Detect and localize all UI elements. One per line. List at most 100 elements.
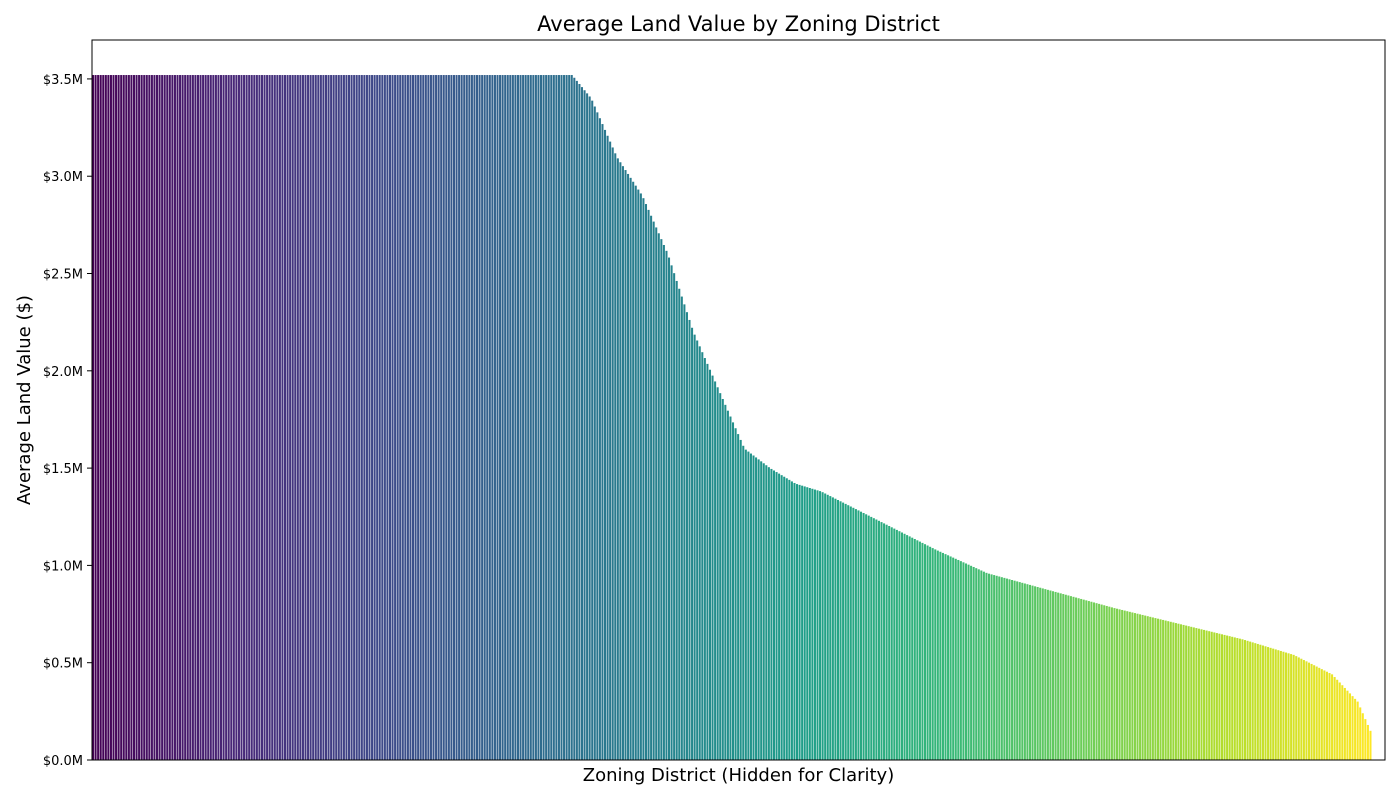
bar [724,404,727,760]
bar [1052,591,1055,760]
bar [557,75,560,760]
bar [732,422,735,760]
bar [829,496,832,760]
bar [586,93,589,761]
bar [240,75,243,760]
bar [381,75,384,760]
bar [355,75,358,760]
bar [491,75,494,760]
bar [721,398,724,760]
bar [616,158,619,761]
bar [767,467,770,760]
bar [796,484,799,760]
bar [156,75,159,760]
bar [964,563,968,760]
bar [117,75,120,760]
bar [360,75,363,760]
bar [127,75,130,760]
bar [348,75,351,760]
bar [1172,622,1175,760]
bar [176,75,179,760]
bar [432,75,435,760]
bar [916,540,919,760]
bar [1190,626,1193,760]
bar [821,492,824,760]
bar [847,505,850,760]
bar [317,75,320,760]
bar [639,193,642,760]
bar [455,75,458,760]
bar [980,570,983,760]
bar [1320,669,1323,760]
bar [867,515,870,760]
bar [698,346,701,760]
bar [138,75,141,760]
bar [895,529,898,760]
bar [1021,582,1024,760]
bar [693,334,696,760]
bar [1075,597,1078,760]
bar [506,75,509,760]
bar [665,250,668,760]
bar [870,516,873,760]
bar [621,166,624,760]
bar [1164,620,1167,760]
bar [386,75,389,760]
bar [1013,580,1016,760]
bar [583,90,586,761]
bar [422,75,425,760]
bar [816,490,819,760]
bar [1062,594,1065,760]
bar [1254,643,1257,760]
bar [849,506,852,760]
bar [1092,602,1096,760]
bar [560,75,563,760]
bar [94,75,97,760]
bar [1167,621,1170,760]
chart-title: Average Land Value by Zoning District [537,12,940,36]
bar [322,75,325,760]
bar [1277,650,1280,760]
bar [957,559,960,760]
bar [353,75,356,760]
bar [291,75,294,760]
bar [1228,636,1231,760]
bar [309,75,312,760]
bar [1261,645,1264,760]
bar [1005,578,1008,760]
bar [632,181,635,760]
bar [92,75,95,760]
bar [340,75,343,760]
bar [657,233,660,761]
bar [225,75,228,760]
bar [150,75,153,760]
bar [1369,730,1372,760]
bar [476,75,479,760]
bar [762,463,765,760]
bar [181,75,184,760]
bar [936,550,939,760]
bar [102,75,105,760]
bars-layer [92,75,1372,761]
bar [729,416,732,760]
bar [529,75,532,760]
y-tick-label: $1.5M [43,462,83,477]
bar [988,573,991,760]
bar [1149,616,1152,760]
bar [944,554,947,760]
bar [1059,593,1062,760]
bar [371,75,374,760]
bar [852,507,855,760]
bar [790,481,793,760]
bar [1203,629,1206,760]
bar [1126,611,1129,760]
bar [703,358,706,760]
bar [601,124,604,760]
bar [926,545,929,760]
bar [547,75,550,760]
bar [335,75,338,760]
bar [1315,666,1318,760]
bar [248,75,251,760]
bar [212,75,215,760]
bar [1116,608,1119,760]
